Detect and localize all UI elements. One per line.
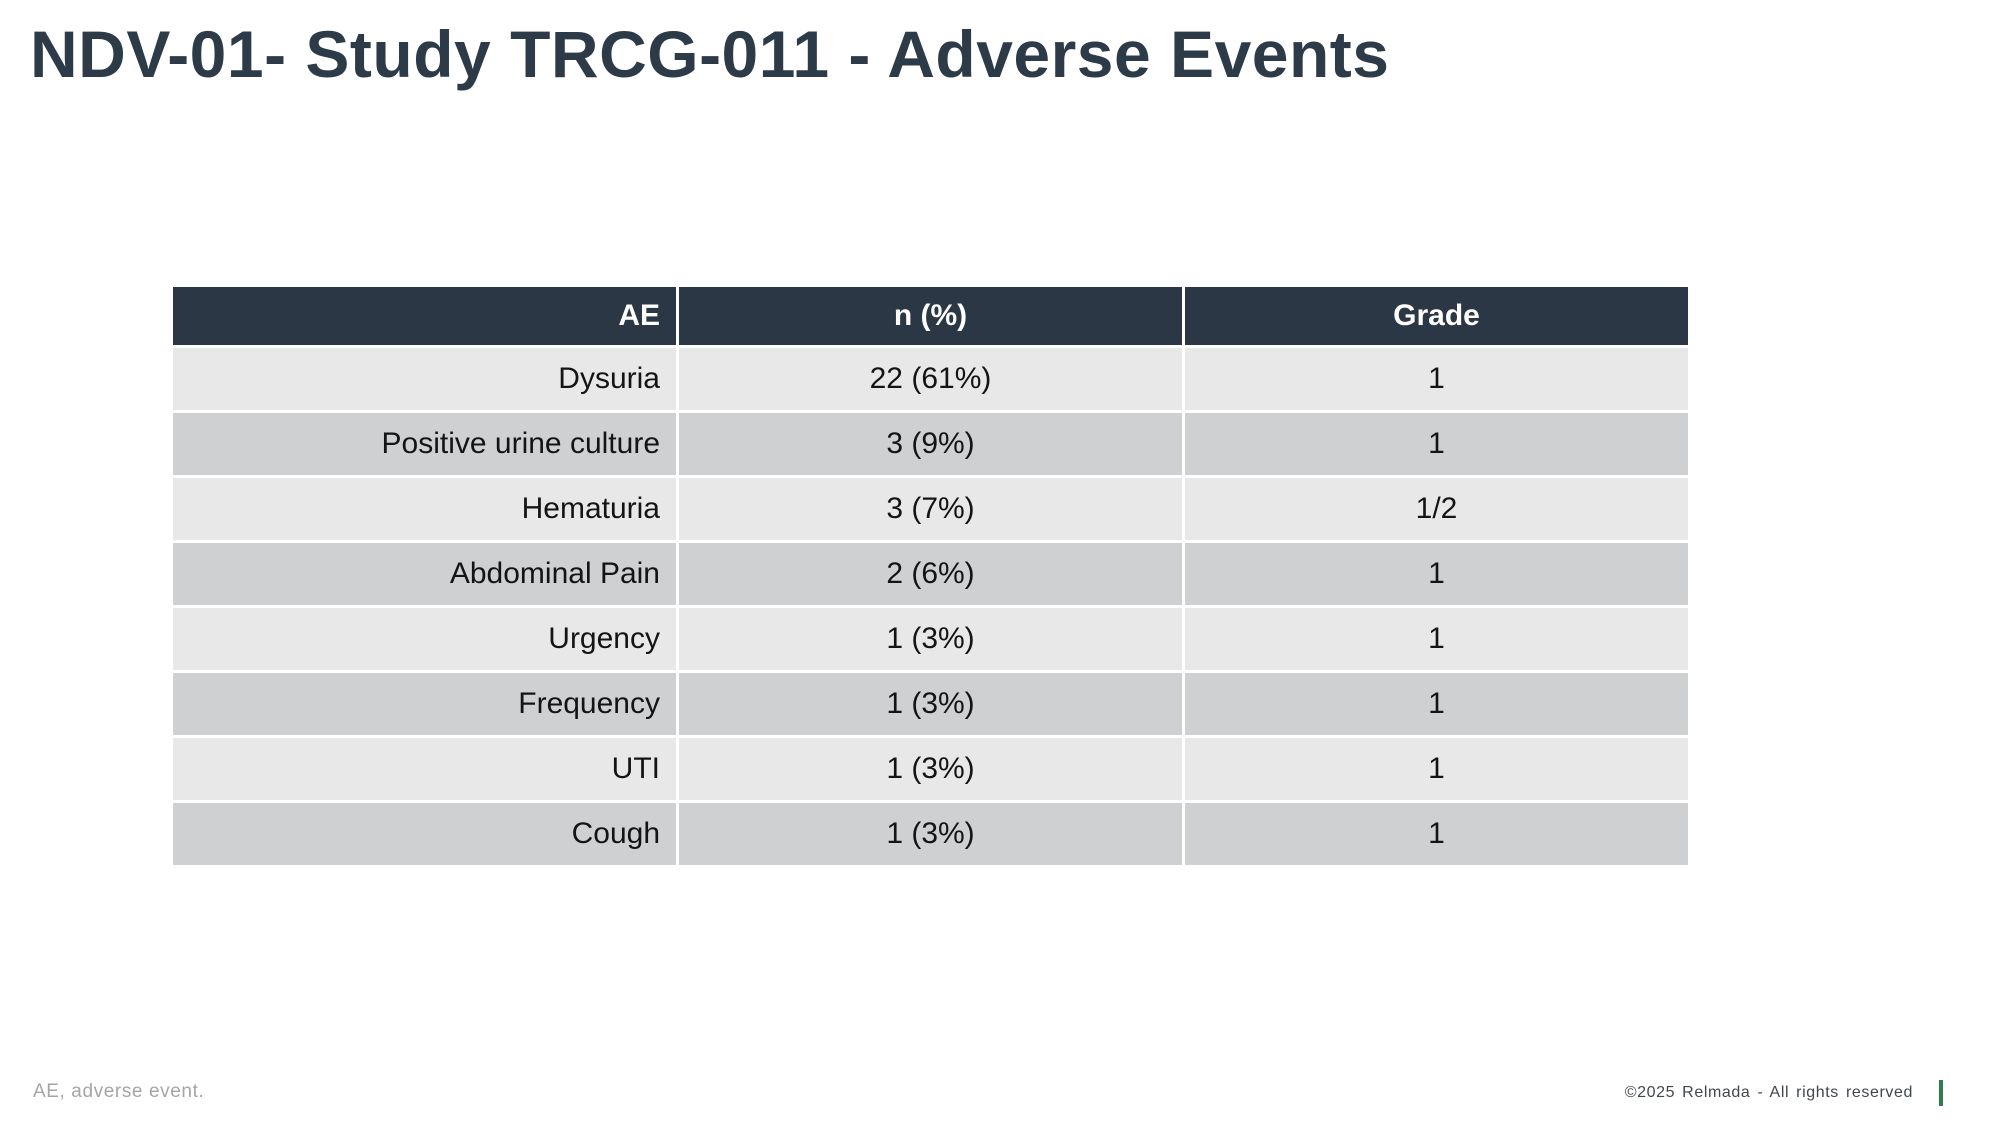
cell-adverse-event: Abdominal Pain	[170, 540, 679, 608]
table-row: Hematuria 3 (7%) 1/2	[170, 475, 1691, 543]
cell-grade: 1	[1182, 800, 1691, 868]
table-row: Frequency 1 (3%) 1	[170, 670, 1691, 738]
cell-adverse-event: Urgency	[170, 605, 679, 673]
abbreviation-footnote: AE, adverse event.	[33, 1081, 205, 1102]
cell-n-percent: 1 (3%)	[676, 605, 1185, 673]
column-header-ae: AE	[170, 284, 679, 348]
table-header: AE n (%) Grade	[170, 284, 1691, 348]
cell-grade: 1	[1182, 410, 1691, 478]
cell-grade: 1/2	[1182, 475, 1691, 543]
cell-n-percent: 22 (61%)	[676, 345, 1185, 413]
column-header-grade: Grade	[1182, 284, 1691, 348]
page-title: NDV-01- Study TRCG-011 - Adverse Events	[30, 17, 1390, 91]
cell-n-percent: 1 (3%)	[676, 735, 1185, 803]
cell-n-percent: 1 (3%)	[676, 670, 1185, 738]
table-row: Dysuria 22 (61%) 1	[170, 345, 1691, 413]
table-row: Positive urine culture 3 (9%) 1	[170, 410, 1691, 478]
cell-n-percent: 2 (6%)	[676, 540, 1185, 608]
adverse-events-table: AE n (%) Grade Dysuria 22 (61%) 1 Positi…	[170, 284, 1691, 868]
cell-adverse-event: UTI	[170, 735, 679, 803]
cell-grade: 1	[1182, 540, 1691, 608]
cell-adverse-event: Hematuria	[170, 475, 679, 543]
cell-grade: 1	[1182, 605, 1691, 673]
footer-copyright: ©2025 Relmada - All rights reserved	[1625, 1080, 1943, 1106]
cell-grade: 1	[1182, 345, 1691, 413]
cell-adverse-event: Dysuria	[170, 345, 679, 413]
cell-n-percent: 3 (9%)	[676, 410, 1185, 478]
table-row: Urgency 1 (3%) 1	[170, 605, 1691, 673]
copyright-text: ©2025 Relmada - All rights reserved	[1624, 1084, 1913, 1101]
cell-adverse-event: Cough	[170, 800, 679, 868]
table-body: Dysuria 22 (61%) 1 Positive urine cultur…	[170, 345, 1691, 868]
cell-adverse-event: Frequency	[170, 670, 679, 738]
cell-grade: 1	[1182, 670, 1691, 738]
table-header-row: AE n (%) Grade	[170, 284, 1691, 348]
column-header-n-pct: n (%)	[676, 284, 1185, 348]
cell-adverse-event: Positive urine culture	[170, 410, 679, 478]
table-row: Abdominal Pain 2 (6%) 1	[170, 540, 1691, 608]
table-row: UTI 1 (3%) 1	[170, 735, 1691, 803]
table-row: Cough 1 (3%) 1	[170, 800, 1691, 868]
cell-n-percent: 1 (3%)	[676, 800, 1185, 868]
cell-n-percent: 3 (7%)	[676, 475, 1185, 543]
cell-grade: 1	[1182, 735, 1691, 803]
green-accent-bar	[1939, 1080, 1943, 1106]
